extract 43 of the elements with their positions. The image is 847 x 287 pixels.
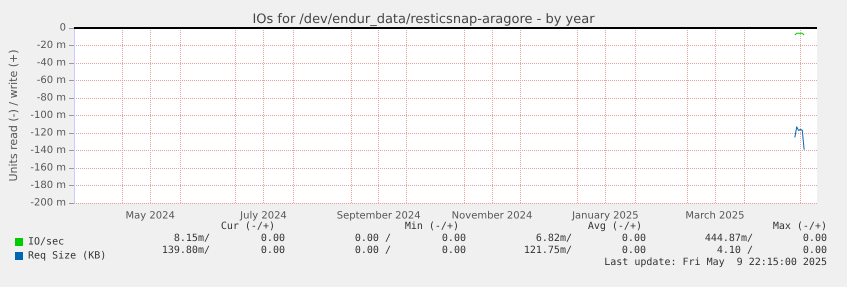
y-tick-label: -120 m	[30, 128, 66, 138]
y-tick-label: -200 m	[30, 198, 66, 208]
text: Min (-/+)	[404, 221, 459, 232]
line-series	[794, 126, 805, 150]
y-tick-label: -40 m	[36, 58, 66, 68]
text: 139.80m/	[162, 245, 210, 256]
legend-label: IO/sec	[28, 236, 64, 248]
text: 0.00	[442, 233, 466, 244]
chart-title: IOs for /dev/endur_data/resticsnap-aragore - by year	[252, 12, 596, 27]
text: 8.15m/	[174, 233, 210, 244]
text: 0.00 /	[354, 233, 391, 244]
text: 121.75m/	[524, 245, 572, 256]
text: Last update: Fri May 9 22:15:00 2025	[604, 257, 827, 268]
text: 0.00	[802, 233, 827, 244]
text: 4.10 /	[716, 245, 753, 256]
y-axis-title: Units read (-) / write (+)	[7, 49, 20, 182]
text: 0.00	[442, 245, 466, 256]
text: 0.00 /	[354, 245, 391, 256]
y-tick-label: -180 m	[30, 180, 66, 191]
y-tick-label: -140 m	[30, 145, 66, 156]
text: 0.00	[260, 245, 285, 256]
y-tick-label: -60 m	[36, 75, 66, 86]
y-tick-label: -20 m	[36, 40, 66, 51]
text: 6.82m/	[536, 233, 572, 244]
y-tick-label: -100 m	[30, 110, 66, 121]
legend-label: Req Size (KB)	[28, 250, 106, 262]
x-tick-label: May 2024	[126, 210, 175, 222]
text: Max (-/+)	[772, 221, 827, 232]
y-tick-label: -160 m	[30, 162, 66, 174]
y-tick-label: 0	[60, 22, 66, 34]
x-tick-label: March 2025	[685, 210, 745, 222]
x-tick-label: July 2024	[239, 210, 287, 222]
text: Cur (-/+)	[220, 221, 275, 232]
text: 0.00	[622, 233, 646, 244]
text: 444.87m/	[704, 233, 753, 244]
x-tick-label: January 2025	[571, 210, 639, 222]
text: Avg (-/+)	[588, 221, 642, 232]
text: 0.00	[802, 245, 827, 256]
x-tick-label: November 2024	[452, 210, 532, 222]
text: 0.00	[260, 233, 285, 244]
y-tick-label: -80 m	[36, 92, 66, 104]
text: 0.00	[622, 245, 646, 256]
x-tick-label: September 2024	[336, 210, 421, 222]
